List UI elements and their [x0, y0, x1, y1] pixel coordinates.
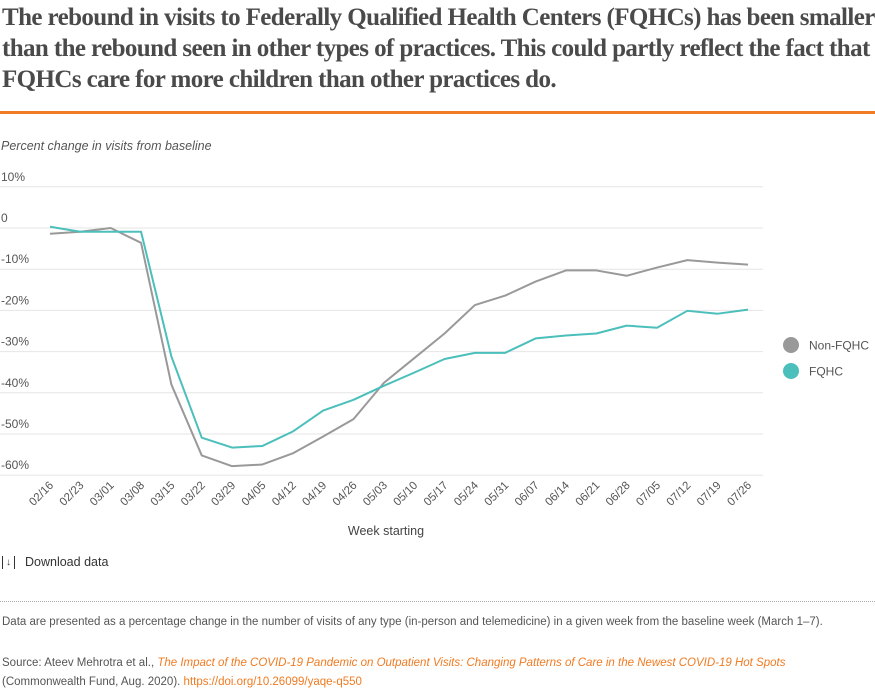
x-tick-label: 04/05: [240, 480, 269, 509]
x-tick-label: 03/22: [179, 480, 208, 509]
x-tick-label: 03/08: [118, 480, 147, 509]
x-tick-label: 06/21: [574, 480, 603, 509]
download-label: Download data: [25, 555, 109, 569]
series-line-non-fqhc: [49, 227, 749, 468]
title-divider: [0, 111, 875, 114]
x-tick-label: 06/07: [513, 480, 542, 509]
x-tick-label: 07/12: [665, 480, 694, 509]
y-tick-label: 0: [1, 211, 8, 225]
y-tick-label: -50%: [1, 417, 29, 431]
legend-swatch: [783, 337, 799, 353]
y-tick-label: -10%: [1, 252, 29, 266]
x-tick-label: 04/26: [331, 480, 360, 509]
x-tick-label: 04/19: [300, 480, 329, 509]
chart-title: The rebound in visits to Federally Quali…: [2, 4, 875, 93]
legend-label: FQHC: [809, 365, 843, 379]
y-tick-label: -20%: [1, 293, 29, 307]
y-axis-title: Percent change in visits from baseline: [1, 139, 212, 153]
source-title-link[interactable]: The Impact of the COVID-19 Pandemic on O…: [157, 657, 786, 669]
x-axis-title: Week starting: [348, 524, 424, 538]
x-tick-label: 07/26: [725, 480, 754, 509]
y-tick-label: 10%: [1, 170, 25, 184]
source-suffix: (Commonwealth Fund, Aug. 2020).: [2, 676, 184, 688]
x-tick-label: 07/19: [695, 480, 724, 509]
y-tick-label: -30%: [1, 335, 29, 349]
x-tick-label: 05/17: [422, 480, 451, 509]
x-tick-label: 03/01: [88, 480, 117, 509]
y-tick-label: -40%: [1, 376, 29, 390]
data-note: Data are presented as a percentage chang…: [2, 616, 823, 628]
x-tick-label: 05/03: [361, 480, 390, 509]
x-tick-label: 03/29: [209, 480, 238, 509]
download-data-button[interactable]: ↓ Download data: [2, 555, 108, 569]
x-tick-label: 02/23: [58, 480, 87, 509]
x-tick-label: 05/24: [452, 479, 481, 508]
legend-label: Non-FQHC: [809, 339, 869, 353]
y-tick-label: -60%: [1, 458, 29, 472]
doi-link[interactable]: https://doi.org/10.26099/yaqe-q550: [183, 676, 362, 688]
source-prefix: Source: Ateev Mehrotra et al.,: [2, 657, 158, 669]
x-tick-label: 02/16: [27, 480, 56, 509]
footer-divider: [0, 601, 875, 602]
line-chart: 10%0-10%-20%-30%-40%-50%-60%02/16 02/23 03…: [0, 170, 869, 538]
x-tick-label: 04/12: [270, 480, 299, 509]
source-citation: Source: Ateev Mehrotra et al., The Impac…: [2, 654, 785, 692]
x-tick-label: 07/05: [634, 480, 663, 509]
legend-swatch: [783, 363, 799, 379]
x-tick-label: 05/10: [391, 480, 420, 509]
x-tick-label: 05/31: [483, 480, 512, 509]
download-icon: ↓: [2, 555, 15, 569]
x-tick-label: 03/15: [149, 480, 178, 509]
series-line-fqhc: [49, 225, 749, 449]
x-tick-label: 06/28: [604, 480, 633, 509]
x-tick-label: 06/14: [543, 479, 572, 508]
